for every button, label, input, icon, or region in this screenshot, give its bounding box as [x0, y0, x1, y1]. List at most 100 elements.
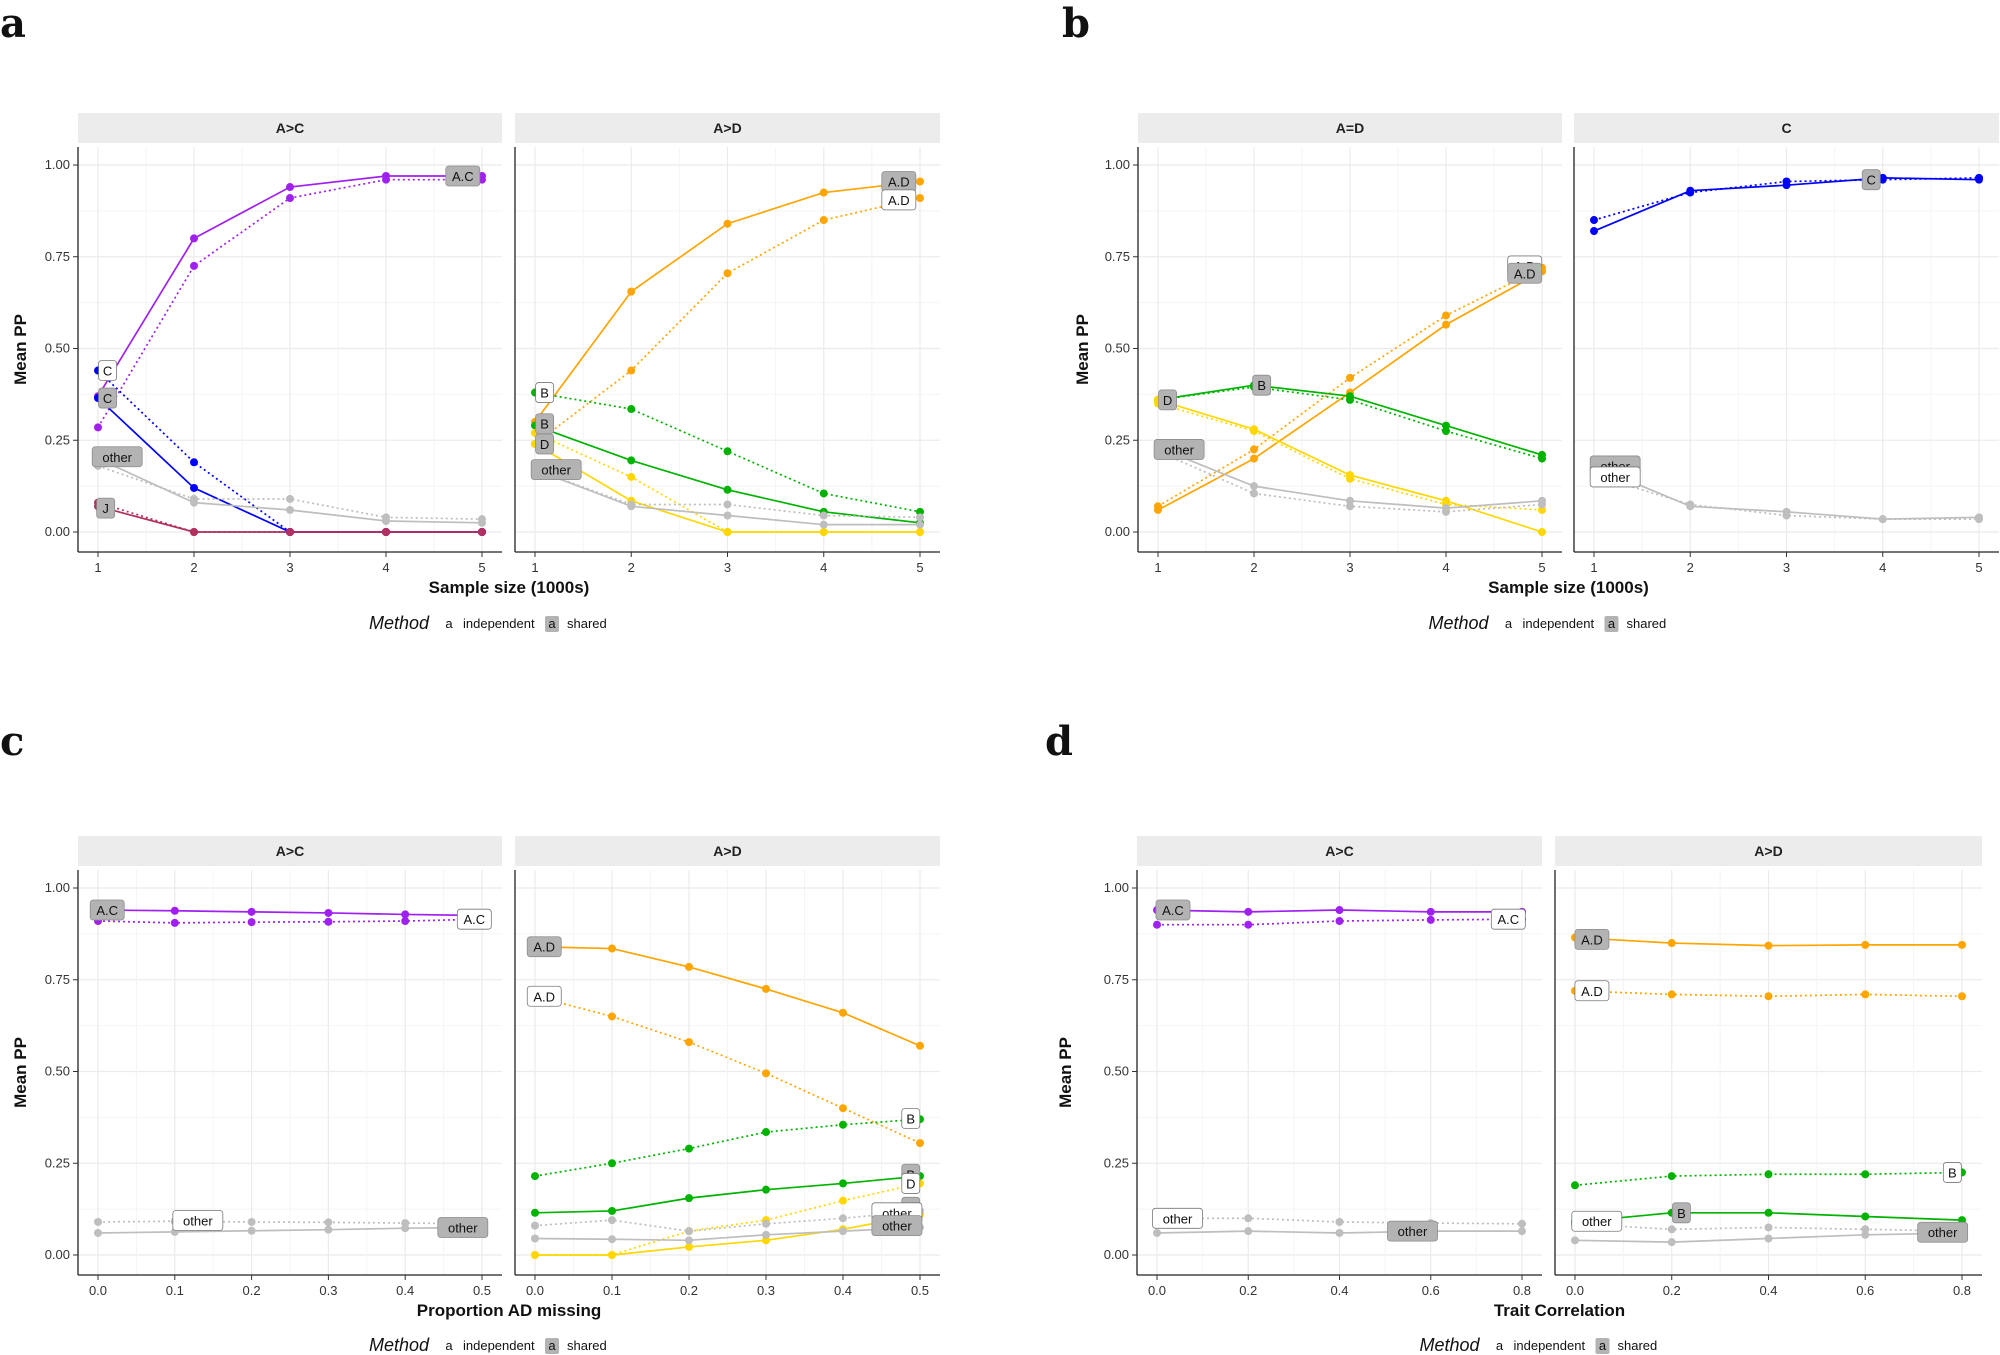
data-point-A.D-independent — [916, 1139, 924, 1148]
data-point-A.C-independent — [1153, 920, 1161, 929]
data-point-A.D-shared — [1861, 940, 1870, 949]
series-line-other-independent — [97, 1220, 483, 1225]
data-point-other-independent — [1250, 489, 1258, 498]
x-tick-label: 0.3 — [319, 1283, 337, 1298]
label-box — [1490, 908, 1526, 930]
facet-title: A=D — [1336, 120, 1364, 136]
data-point-A.D-independent — [819, 216, 828, 225]
data-point-other-shared — [1764, 1234, 1773, 1243]
data-point-other-shared — [916, 520, 924, 529]
chart-panel-a: Mean PP A>C 1 2 3 4 5 0.00 0.25 0.50 0.75 1.00 A.C CC… — [11, 113, 940, 633]
legend-label-shared: shared — [1627, 616, 1667, 631]
legend-title: Method — [1428, 613, 1489, 633]
y-tick-label: 0.50 — [45, 341, 70, 356]
data-point-B-independent — [1538, 454, 1546, 463]
series-label: A.C — [463, 912, 485, 927]
label-box — [1574, 928, 1610, 950]
series-line-D-shared — [535, 1213, 921, 1256]
x-tick-label: 0.3 — [757, 1283, 775, 1298]
data-point-C-independent — [1686, 188, 1695, 197]
x-tick-label: 0.4 — [396, 1283, 414, 1298]
legend-swatch-independent: a — [445, 616, 453, 631]
data-point-other-independent — [1975, 515, 1983, 524]
series-label: A.D — [1581, 932, 1603, 947]
panel-label-d: d — [1045, 718, 1073, 765]
legend-title: Method — [369, 1335, 430, 1355]
data-point-other-independent — [531, 1221, 539, 1230]
series-line-other-independent — [1157, 1217, 1523, 1225]
x-tick-label: 5 — [1538, 560, 1545, 575]
x-tick-label: 0.2 — [1663, 1283, 1681, 1298]
x-tick-label: 0.5 — [473, 1283, 491, 1298]
data-point-A.D-independent — [627, 366, 636, 375]
data-point-B-independent — [685, 1144, 693, 1153]
data-point-other-shared — [819, 520, 828, 529]
data-point-A.C-independent — [401, 917, 410, 926]
facet-strip — [78, 836, 502, 866]
data-point-other-independent — [819, 511, 828, 520]
data-point-A.D-independent — [1764, 992, 1773, 1001]
data-point-other-independent — [1782, 511, 1791, 520]
data-point-A.C-shared — [1426, 907, 1435, 916]
label-box — [526, 985, 562, 1007]
y-tick-label: 0.25 — [45, 1155, 70, 1170]
series-line-B-independent — [534, 1118, 921, 1177]
label-box — [530, 459, 582, 481]
y-tick-label: 1.00 — [45, 880, 70, 895]
y-tick-label: 1.00 — [1104, 880, 1129, 895]
data-point-A.C-independent — [324, 917, 333, 926]
series-line-other-independent — [1593, 474, 1979, 521]
data-point-other-shared — [1667, 1238, 1676, 1247]
data-point-B-independent — [608, 1159, 616, 1168]
data-point-B-independent — [627, 405, 636, 414]
data-point-A.D-shared — [916, 1041, 924, 1050]
data-point-other-shared — [1244, 1227, 1253, 1236]
x-tick-label: 0.8 — [1953, 1283, 1971, 1298]
data-point-A.C-shared — [401, 910, 410, 919]
series-line-A.C-independent — [1157, 918, 1523, 926]
label-box — [1155, 899, 1191, 921]
legend-label-independent: independent — [463, 616, 535, 631]
label-box — [535, 382, 555, 403]
data-point-other-independent — [1667, 1225, 1676, 1234]
data-point-other-shared — [1518, 1227, 1526, 1236]
x-tick-label: 4 — [382, 560, 389, 575]
data-point-D-shared — [1538, 528, 1546, 536]
data-point-B-shared — [762, 1185, 770, 1194]
x-tick-label: 2 — [1250, 560, 1257, 575]
x-tick-label: 0.6 — [1856, 1283, 1874, 1298]
series-label: other — [1163, 1211, 1193, 1226]
x-tick-label: 0.6 — [1422, 1283, 1440, 1298]
x-tick-label: 5 — [916, 560, 923, 575]
x-tick-label: 3 — [1346, 560, 1353, 575]
data-point-A.C-shared — [1335, 906, 1344, 915]
label-box — [1942, 1162, 1962, 1183]
data-point-D-independent — [627, 472, 636, 481]
data-point-J-independent — [190, 528, 198, 536]
data-point-A.C-independent — [1335, 917, 1344, 926]
data-point-A.C-independent — [190, 261, 198, 270]
label-box — [172, 1210, 224, 1231]
series-label: A.C — [1162, 903, 1184, 918]
data-point-A.C-shared — [190, 234, 198, 243]
legend-swatch-box — [1604, 616, 1619, 632]
label-box — [98, 387, 117, 409]
label-box — [881, 189, 917, 211]
series-line-D-independent — [1157, 402, 1543, 511]
data-point-D-independent — [819, 528, 828, 536]
x-tick-label: 5 — [1975, 560, 1982, 575]
data-point-D-shared — [762, 1236, 770, 1245]
label-box — [1589, 466, 1641, 488]
label-box — [1152, 1207, 1203, 1229]
facet-A>C: A>C 0.0 0.2 0.4 0.6 0.8 0.00 0.25 0.50 0.75 1.00 A.… — [1104, 836, 1542, 1298]
data-point-A.D-independent — [1346, 373, 1354, 382]
legend-label-shared: shared — [567, 1338, 607, 1353]
series-label: D — [1163, 393, 1172, 408]
label-box — [1574, 980, 1610, 1002]
data-point-other-independent — [401, 1219, 410, 1228]
series-label: A.C — [96, 903, 118, 918]
data-point-other-shared — [839, 1227, 847, 1236]
series-label: other — [448, 1220, 478, 1235]
data-point-A.D-shared — [1250, 454, 1258, 463]
data-point-A.D-independent — [839, 1104, 847, 1113]
